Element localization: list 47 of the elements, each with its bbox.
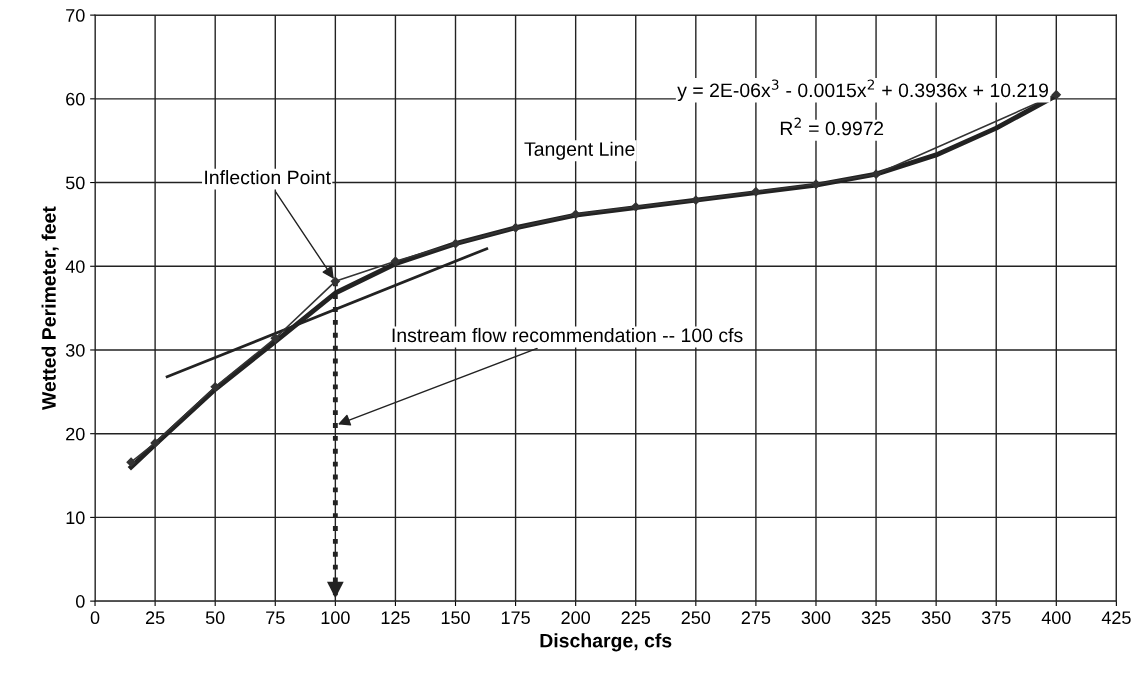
x-tick-label: 275	[741, 611, 771, 625]
point	[871, 169, 881, 179]
x-tick-label: 25	[145, 611, 165, 625]
x-tick-label: 425	[1101, 611, 1131, 625]
point	[150, 438, 160, 448]
y-tick-label: 70	[66, 9, 85, 22]
x-tick-label: 50	[205, 611, 225, 625]
y-tick-label: 10	[66, 511, 85, 525]
point	[811, 179, 821, 189]
point	[330, 276, 340, 286]
annotation: Tangent Line	[524, 141, 635, 160]
x-axis-title: Discharge, cfs	[540, 633, 672, 652]
x-tick-label: 250	[681, 611, 711, 625]
point	[631, 202, 641, 212]
annotation: Instream flow recommendation -- 100 cfs	[392, 327, 743, 343]
y-tick-label: 20	[66, 427, 85, 441]
annotation: R$^{2}$ = 0.9972	[780, 117, 884, 136]
point	[390, 256, 401, 266]
x-tick-label: 300	[801, 611, 831, 625]
point	[126, 457, 136, 467]
point	[450, 239, 461, 249]
point	[691, 195, 701, 205]
x-tick-label: 200	[561, 611, 591, 625]
x-tick-label: 150	[441, 611, 470, 625]
x-tick-label: 400	[1041, 611, 1071, 625]
x-tick-label: 100	[321, 611, 350, 625]
point	[210, 382, 220, 392]
x-tick-label: 225	[621, 611, 651, 625]
x-tick-label: 350	[921, 611, 951, 625]
point	[270, 333, 280, 343]
annotation: Inflection Point	[205, 170, 331, 185]
x-tick-label: 0	[90, 611, 100, 625]
y-tick-label: 0	[75, 595, 85, 608]
y-tick-label: 30	[65, 343, 85, 357]
x-tick-label: 325	[861, 611, 891, 625]
point	[510, 223, 521, 233]
x-tick-label: 125	[381, 611, 410, 625]
x-tick-label: 175	[501, 611, 530, 625]
y-axis-title: Wetted Perimeter, feet	[41, 206, 59, 411]
point	[751, 187, 761, 197]
point	[1051, 90, 1061, 100]
x-tick-label: 75	[266, 611, 285, 625]
y-tick-label: 40	[65, 260, 85, 273]
y-tick-label: 50	[65, 176, 85, 190]
x-tick-label: 375	[981, 611, 1011, 625]
y-tick-label: 60	[66, 92, 85, 106]
annotation: y = 2E-06x$^{3}$ - 0.0015x$^{2}$ + 0.3936x + 10.219	[677, 79, 1048, 102]
